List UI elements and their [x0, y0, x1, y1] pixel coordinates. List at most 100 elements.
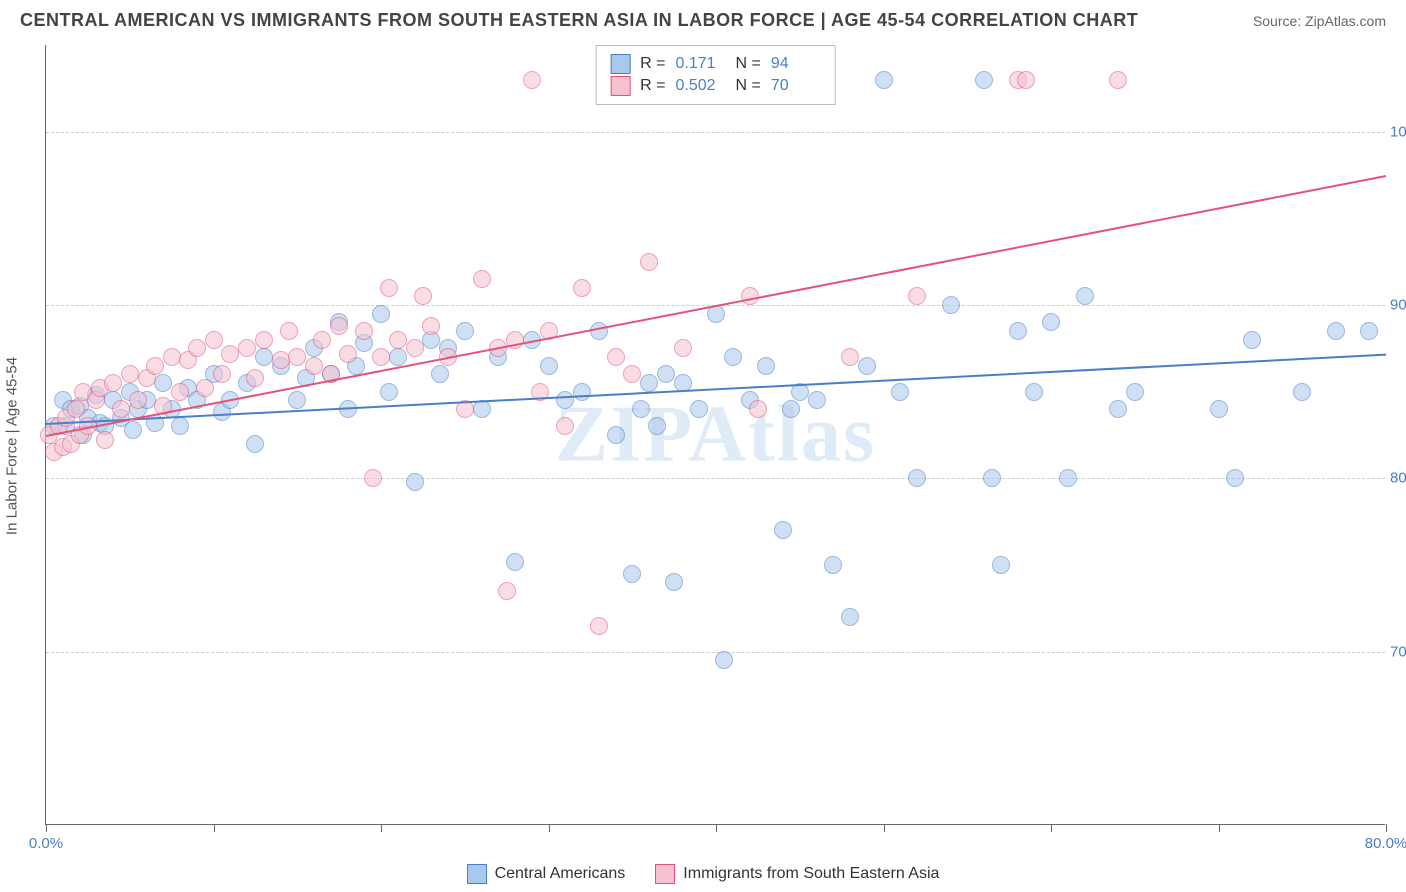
data-point [623, 565, 641, 583]
data-point [246, 369, 264, 387]
data-point [506, 553, 524, 571]
n-value-blue: 94 [771, 55, 821, 73]
data-point [280, 322, 298, 340]
data-point [473, 270, 491, 288]
swatch-pink-icon [610, 76, 630, 96]
data-point [205, 331, 223, 349]
data-point [690, 400, 708, 418]
data-point [288, 391, 306, 409]
data-point [640, 374, 658, 392]
data-point [171, 383, 189, 401]
data-point [96, 431, 114, 449]
data-point [782, 400, 800, 418]
data-point [1226, 469, 1244, 487]
chart-title: CENTRAL AMERICAN VS IMMIGRANTS FROM SOUT… [20, 10, 1138, 31]
data-point [640, 253, 658, 271]
data-point [1017, 71, 1035, 89]
data-point [657, 365, 675, 383]
data-point [196, 379, 214, 397]
data-point [590, 322, 608, 340]
legend-swatch-blue-icon [467, 864, 487, 884]
xtick-mark [381, 824, 382, 832]
data-point [1210, 400, 1228, 418]
data-point [389, 348, 407, 366]
watermark-text: ZIPAtlas [555, 389, 876, 480]
data-point [749, 400, 767, 418]
data-point [1109, 71, 1127, 89]
legend-label-pink: Immigrants from South Eastern Asia [683, 865, 939, 883]
data-point [1243, 331, 1261, 349]
ytick-label: 70.0% [1390, 643, 1406, 660]
data-point [523, 71, 541, 89]
data-point [163, 348, 181, 366]
data-point [355, 322, 373, 340]
data-point [1059, 469, 1077, 487]
data-point [908, 287, 926, 305]
xtick-mark [1051, 824, 1052, 832]
data-point [154, 374, 172, 392]
data-point [715, 651, 733, 669]
r-value-blue: 0.171 [676, 55, 726, 73]
data-point [414, 287, 432, 305]
data-point [607, 426, 625, 444]
data-point [1293, 383, 1311, 401]
stats-row-blue: R = 0.171 N = 94 [610, 54, 821, 74]
data-point [942, 296, 960, 314]
data-point [255, 331, 273, 349]
data-point [858, 357, 876, 375]
data-point [456, 322, 474, 340]
data-point [330, 317, 348, 335]
data-point [891, 383, 909, 401]
n-label: N = [736, 55, 761, 73]
data-point [1109, 400, 1127, 418]
data-point [983, 469, 1001, 487]
data-point [380, 383, 398, 401]
data-point [188, 339, 206, 357]
data-point [808, 391, 826, 409]
data-point [422, 317, 440, 335]
gridline-h [46, 132, 1385, 133]
data-point [908, 469, 926, 487]
data-point [573, 279, 591, 297]
data-point [313, 331, 331, 349]
data-point [406, 473, 424, 491]
data-point [665, 573, 683, 591]
data-point [1126, 383, 1144, 401]
data-point [674, 339, 692, 357]
data-point [573, 383, 591, 401]
y-axis-label: In Labor Force | Age 45-54 [4, 357, 21, 535]
ytick-label: 90.0% [1390, 297, 1406, 314]
gridline-h [46, 652, 1385, 653]
n-value-pink: 70 [771, 77, 821, 95]
data-point [623, 365, 641, 383]
data-point [992, 556, 1010, 574]
stats-row-pink: R = 0.502 N = 70 [610, 76, 821, 96]
xtick-mark [1386, 824, 1387, 832]
data-point [213, 365, 231, 383]
r-label-2: R = [640, 77, 665, 95]
data-point [1009, 322, 1027, 340]
data-point [1076, 287, 1094, 305]
data-point [67, 400, 85, 418]
xtick-mark [549, 824, 550, 832]
data-point [272, 351, 290, 369]
data-point [364, 469, 382, 487]
data-point [590, 617, 608, 635]
data-point [112, 400, 130, 418]
data-point [221, 345, 239, 363]
data-point [607, 348, 625, 366]
xtick-mark [46, 824, 47, 832]
chart-source: Source: ZipAtlas.com [1253, 13, 1386, 29]
data-point [431, 365, 449, 383]
r-label: R = [640, 55, 665, 73]
xtick-label: 80.0% [1365, 835, 1406, 852]
stats-legend-box: R = 0.171 N = 94 R = 0.502 N = 70 [595, 45, 836, 105]
n-label-2: N = [736, 77, 761, 95]
data-point [129, 391, 147, 409]
chart-header: CENTRAL AMERICAN VS IMMIGRANTS FROM SOUT… [0, 0, 1406, 36]
data-point [824, 556, 842, 574]
data-point [1042, 313, 1060, 331]
gridline-h [46, 478, 1385, 479]
data-point [975, 71, 993, 89]
r-value-pink: 0.502 [676, 77, 726, 95]
